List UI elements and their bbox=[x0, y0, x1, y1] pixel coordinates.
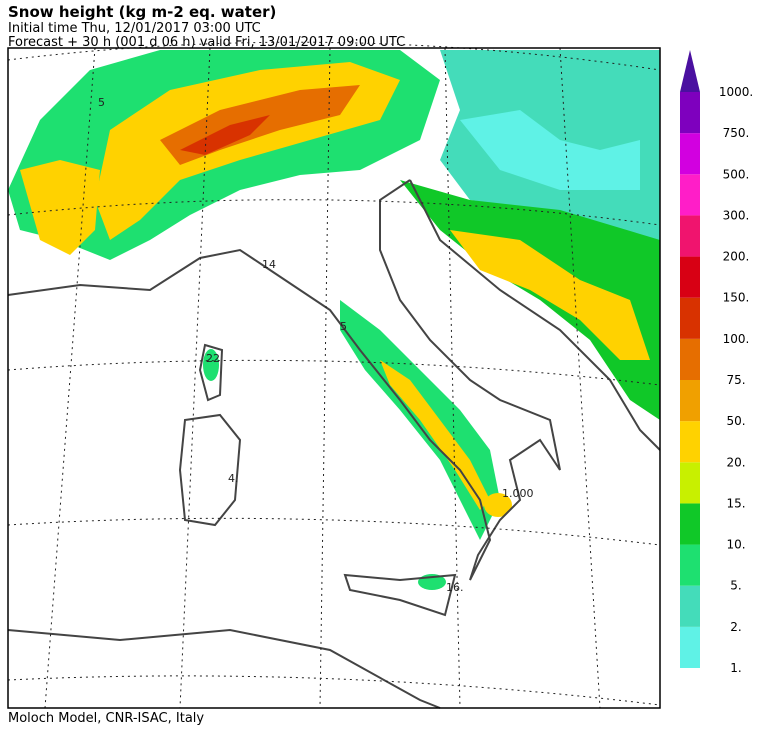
colorbar-box bbox=[680, 92, 700, 134]
colorbar-label: 5. bbox=[730, 579, 741, 593]
coast-adriatic bbox=[409, 179, 661, 451]
map bbox=[7, 41, 661, 709]
footer: Moloch Model, CNR-ISAC, Italy bbox=[8, 711, 204, 726]
snow-west bbox=[20, 160, 100, 255]
colorbar-box bbox=[680, 544, 700, 586]
colorbar-label: 500. bbox=[723, 167, 750, 181]
colorbar-label: 2. bbox=[730, 620, 741, 634]
colorbar-label: 75. bbox=[726, 373, 745, 387]
snow-alps-top bbox=[180, 115, 270, 155]
contour-label: 4. bbox=[228, 472, 239, 485]
colorbar-label: 200. bbox=[723, 250, 750, 264]
colorbar-box bbox=[680, 215, 700, 257]
colorbar-label: 10. bbox=[726, 538, 745, 552]
contour-label: 22 bbox=[206, 352, 220, 365]
contour-label: 16. bbox=[446, 581, 464, 594]
snow-balkans-high bbox=[450, 230, 650, 360]
contour-label: 5 bbox=[340, 320, 347, 333]
colorbar-label: 50. bbox=[726, 414, 745, 428]
colorbar-label: 1000. bbox=[719, 85, 753, 99]
map-labels: 5 14 22 4. 1.000 16. 5 bbox=[98, 96, 534, 594]
colorbar-box bbox=[680, 133, 700, 175]
colorbar-label: 750. bbox=[723, 126, 750, 140]
contour-label: 14 bbox=[262, 258, 276, 271]
contour-label: 1.000 bbox=[502, 487, 534, 500]
coast-corsica bbox=[198, 343, 224, 402]
coast-sardinia bbox=[178, 413, 242, 527]
colorbar-box bbox=[680, 421, 700, 463]
coast-africa bbox=[7, 628, 441, 709]
colorbar-box bbox=[680, 256, 700, 298]
coast-sicily bbox=[343, 573, 457, 617]
contour-label: 5 bbox=[98, 96, 105, 109]
colorbar-label: 1. bbox=[730, 661, 741, 675]
forecast-time: Forecast + 30 h (001 d 06 h) valid Fri, … bbox=[8, 35, 405, 50]
colorbar-extend bbox=[680, 50, 700, 92]
colorbar-box bbox=[680, 338, 700, 380]
colorbar-box bbox=[680, 380, 700, 422]
colorbar-label: 20. bbox=[726, 455, 745, 469]
colorbar-label: 300. bbox=[723, 208, 750, 222]
colorbar-label: 15. bbox=[726, 496, 745, 510]
colorbar-box bbox=[680, 626, 700, 668]
snow-corsica bbox=[203, 349, 219, 381]
colorbar-label: 150. bbox=[723, 291, 750, 305]
coast-italy bbox=[7, 179, 561, 581]
colorbar-box bbox=[680, 462, 700, 504]
colorbar-box bbox=[680, 297, 700, 339]
colorbar-box bbox=[680, 174, 700, 216]
colorbar-box bbox=[680, 585, 700, 627]
colorbar-box bbox=[680, 503, 700, 545]
snow-east-low bbox=[460, 110, 640, 190]
title: Snow height (kg m-2 eq. water) bbox=[8, 3, 276, 21]
initial-time: Initial time Thu, 12/01/2017 03:00 UTC bbox=[8, 21, 261, 36]
snow-sila bbox=[484, 493, 512, 517]
colorbar: 1. 2. 5. 10. 15. 20. 50. 75. 100. 150. 200. 300. 500… bbox=[680, 50, 753, 675]
colorbar-label: 100. bbox=[723, 332, 750, 346]
map-frame bbox=[7, 47, 661, 709]
